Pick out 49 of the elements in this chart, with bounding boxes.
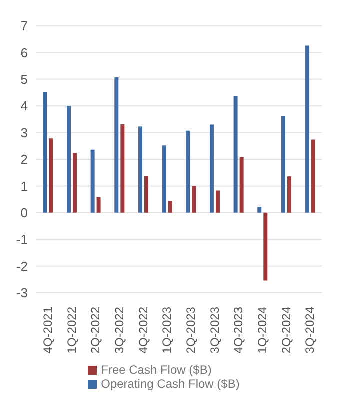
bar <box>162 146 166 213</box>
y-tick-label: -2 <box>16 258 28 274</box>
y-tick-label: 5 <box>20 72 28 88</box>
bar <box>258 207 262 213</box>
bar <box>216 190 220 213</box>
x-tick-label: 4Q-2022 <box>136 306 150 354</box>
y-tick-label: -3 <box>16 286 28 301</box>
bar <box>43 92 48 213</box>
bar <box>305 46 310 213</box>
x-tick-label: 3Q-2024 <box>303 306 318 354</box>
bar <box>287 176 292 213</box>
bar <box>72 153 77 213</box>
bar <box>234 96 238 213</box>
bar <box>66 106 71 213</box>
x-tick-label: 3Q-2022 <box>112 306 126 354</box>
x-tick-label: 4Q-2023 <box>232 306 246 354</box>
x-tick-label: 1Q-2024 <box>255 306 270 354</box>
x-tick-label: 2Q-2024 <box>279 306 294 354</box>
bar <box>96 197 101 213</box>
y-tick-label: 2 <box>20 152 28 168</box>
bar <box>192 186 196 213</box>
x-tick-label: 4Q-2021 <box>40 306 55 354</box>
bar <box>90 150 95 213</box>
x-tick-label: 1Q-2023 <box>160 306 174 354</box>
bar <box>138 126 142 213</box>
bar <box>114 78 119 213</box>
y-tick-label: -1 <box>16 232 28 248</box>
x-tick-label: 3Q-2023 <box>208 306 222 354</box>
x-tick-label: 2Q-2023 <box>184 306 198 354</box>
x-tick-label: 1Q-2022 <box>64 306 79 354</box>
legend-label: Free Cash Flow ($B) <box>101 363 212 377</box>
y-tick-label: 6 <box>20 45 28 60</box>
bar <box>210 124 214 213</box>
bar <box>186 130 190 213</box>
y-tick-label: 3 <box>20 125 28 140</box>
bar <box>49 138 54 213</box>
y-tick-label: 7 <box>20 18 28 34</box>
bar <box>281 116 286 213</box>
bar <box>168 201 172 213</box>
bar <box>120 124 125 213</box>
y-tick-label: 0 <box>20 206 28 221</box>
bar <box>240 157 244 213</box>
y-tick-label: 1 <box>20 178 28 194</box>
bar <box>311 140 316 213</box>
x-tick-label: 2Q-2022 <box>88 306 103 354</box>
bar <box>264 212 268 281</box>
bar <box>144 176 148 213</box>
y-tick-label: 4 <box>20 98 28 114</box>
legend-label: Operating Cash Flow ($B) <box>101 377 240 391</box>
